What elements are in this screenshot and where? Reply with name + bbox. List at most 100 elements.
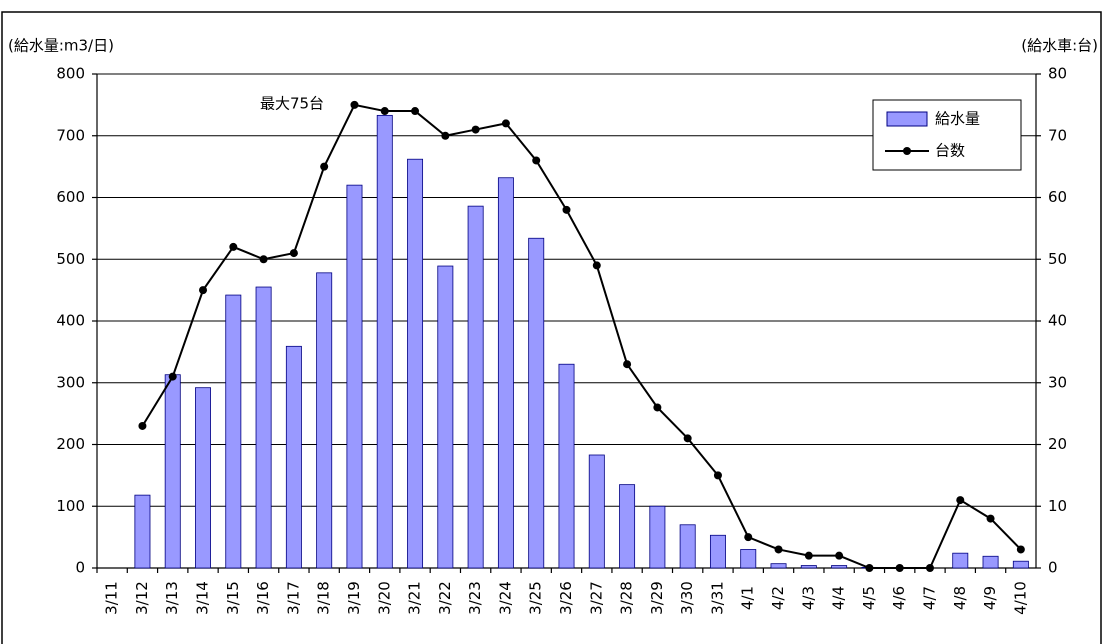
bar bbox=[709, 534, 726, 569]
y-tick-label: 700 bbox=[56, 126, 85, 144]
x-tick-label: 3/23 bbox=[466, 581, 484, 615]
y2-tick-label: 0 bbox=[1048, 559, 1058, 577]
point bbox=[744, 533, 753, 542]
y-tick-label: 600 bbox=[56, 188, 85, 206]
bar bbox=[558, 363, 575, 569]
point bbox=[259, 255, 268, 264]
x-tick-label: 4/3 bbox=[799, 586, 817, 610]
x-tick-label: 3/16 bbox=[254, 581, 272, 615]
point bbox=[441, 131, 450, 140]
bar bbox=[225, 294, 242, 569]
annotation: 最大75台 bbox=[260, 95, 324, 113]
x-tick-label: 3/22 bbox=[436, 581, 454, 615]
bar bbox=[164, 374, 181, 569]
legend-marker bbox=[903, 147, 911, 155]
legend-label: 給水量 bbox=[935, 110, 980, 128]
legend-swatch bbox=[886, 111, 928, 127]
x-tick-label: 3/29 bbox=[648, 581, 666, 615]
point bbox=[986, 514, 995, 523]
point bbox=[956, 496, 965, 505]
y2-tick-label: 70 bbox=[1048, 126, 1067, 144]
x-tick-label: 3/21 bbox=[406, 581, 424, 615]
y2-tick-label: 60 bbox=[1048, 188, 1067, 206]
x-tick-label: 4/4 bbox=[830, 586, 848, 610]
point bbox=[380, 107, 389, 116]
x-tick-label: 3/19 bbox=[345, 581, 363, 615]
bar bbox=[770, 563, 787, 569]
y-tick-label: 400 bbox=[56, 312, 85, 330]
x-tick-label: 3/11 bbox=[103, 581, 121, 615]
bar bbox=[407, 158, 424, 569]
x-tick-label: 4/9 bbox=[981, 586, 999, 610]
bar bbox=[831, 565, 848, 569]
x-tick-label: 3/14 bbox=[194, 581, 212, 615]
bar bbox=[255, 286, 272, 569]
point bbox=[835, 551, 844, 560]
point bbox=[350, 100, 359, 109]
bar bbox=[952, 552, 969, 569]
point bbox=[804, 551, 813, 560]
bar bbox=[376, 114, 393, 569]
bar bbox=[497, 177, 514, 569]
point bbox=[1016, 545, 1025, 554]
y-tick-label: 100 bbox=[56, 497, 85, 515]
x-tick-label: 3/30 bbox=[678, 581, 696, 615]
x-tick-label: 4/5 bbox=[860, 586, 878, 610]
y2-tick-label: 40 bbox=[1048, 312, 1067, 330]
bar bbox=[528, 237, 545, 569]
point bbox=[289, 249, 298, 258]
x-tick-label: 3/26 bbox=[557, 581, 575, 615]
point bbox=[320, 162, 329, 171]
point bbox=[865, 564, 874, 572]
x-tick-label: 4/6 bbox=[890, 586, 908, 610]
point bbox=[501, 119, 510, 128]
point bbox=[168, 372, 177, 381]
y2-tick-label: 30 bbox=[1048, 373, 1067, 391]
y-tick-label: 200 bbox=[56, 435, 85, 453]
bar bbox=[467, 205, 484, 569]
x-tick-label: 3/15 bbox=[224, 581, 242, 615]
bar bbox=[285, 345, 302, 569]
point bbox=[199, 286, 208, 295]
x-tick-label: 3/25 bbox=[527, 581, 545, 615]
bar bbox=[437, 265, 454, 569]
point bbox=[683, 434, 692, 443]
point bbox=[623, 360, 632, 369]
y2-tick-label: 10 bbox=[1048, 497, 1067, 515]
x-tick-label: 3/28 bbox=[618, 581, 636, 615]
bar bbox=[982, 555, 999, 569]
point bbox=[653, 403, 662, 412]
bar bbox=[134, 494, 151, 569]
y-tick-label: 0 bbox=[75, 559, 85, 577]
y2-tick-label: 80 bbox=[1048, 65, 1067, 83]
x-tick-label: 4/1 bbox=[739, 586, 757, 610]
x-tick-label: 4/10 bbox=[1011, 581, 1029, 615]
x-tick-label: 3/13 bbox=[163, 581, 181, 615]
y-tick-label: 300 bbox=[56, 373, 85, 391]
y-tick-label: 500 bbox=[56, 250, 85, 268]
point bbox=[895, 564, 904, 572]
point bbox=[713, 471, 722, 480]
y-tick-label: 800 bbox=[56, 65, 85, 83]
chart-frame bbox=[1, 11, 1102, 644]
x-tick-label: 3/24 bbox=[496, 581, 514, 615]
x-tick-label: 3/18 bbox=[315, 581, 333, 615]
x-tick-label: 3/27 bbox=[587, 581, 605, 615]
y-axis-label: (給水量:m3/日) bbox=[8, 37, 114, 55]
legend-label: 台数 bbox=[935, 142, 965, 160]
x-tick-label: 4/8 bbox=[951, 586, 969, 610]
bar bbox=[195, 387, 211, 569]
point bbox=[532, 156, 541, 165]
x-tick-label: 3/31 bbox=[708, 581, 726, 615]
point bbox=[471, 125, 480, 134]
y2-tick-label: 50 bbox=[1048, 250, 1067, 268]
bar bbox=[316, 272, 333, 569]
x-tick-label: 3/12 bbox=[133, 581, 151, 615]
y2-tick-label: 20 bbox=[1048, 435, 1067, 453]
point bbox=[774, 545, 783, 554]
bar bbox=[619, 484, 636, 569]
x-tick-label: 3/20 bbox=[375, 581, 393, 615]
point bbox=[592, 261, 601, 270]
point bbox=[925, 564, 934, 572]
